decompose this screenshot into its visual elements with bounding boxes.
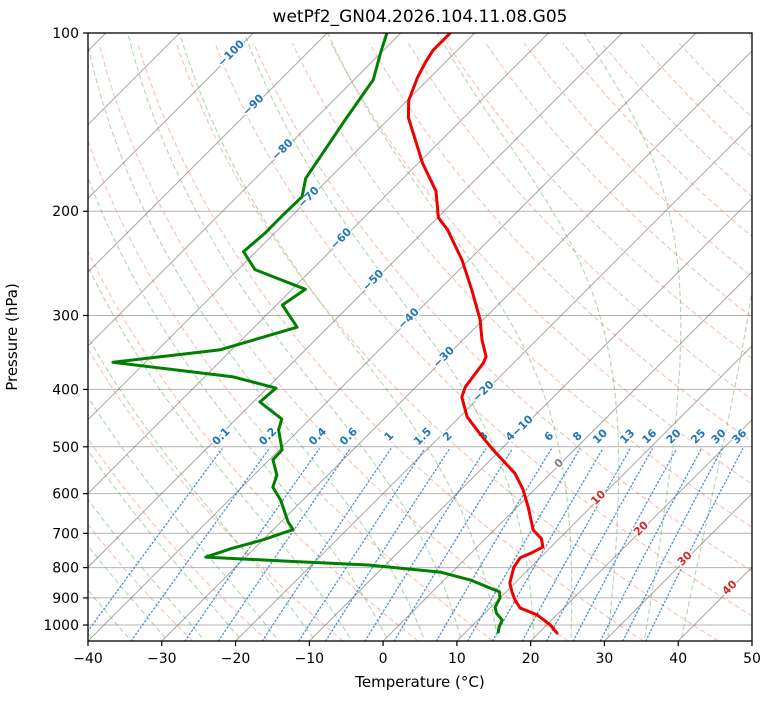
line-label: −70 <box>295 184 322 211</box>
y-tick-label: 300 <box>52 308 79 324</box>
moist-adiabats <box>88 33 752 638</box>
line-label: 0.4 <box>306 425 329 448</box>
chart-title: wetPf2_GN04.2026.104.11.08.G05 <box>273 7 568 27</box>
line-label: 16 <box>639 426 659 446</box>
x-tick-label: 30 <box>596 651 614 667</box>
line-label: 10 <box>590 426 610 446</box>
x-tick-label: −40 <box>73 651 103 667</box>
line-label: −80 <box>269 136 296 163</box>
gridlines <box>88 32 752 626</box>
y-tick-label: 100 <box>52 26 79 42</box>
y-axis-label: Pressure (hPa) <box>3 283 21 391</box>
x-axis-label: Temperature (°C) <box>354 673 484 691</box>
dewpoint-curve <box>111 33 504 634</box>
temperature-curve <box>406 33 559 635</box>
line-label: 0.6 <box>337 425 360 448</box>
line-label: −40 <box>395 305 422 332</box>
background-lines <box>88 33 752 641</box>
line-label: 30 <box>675 548 695 568</box>
x-tick-label: −30 <box>147 651 177 667</box>
y-tick-label: 1000 <box>43 618 79 634</box>
y-tick-label: 600 <box>52 487 79 503</box>
line-label: −60 <box>328 225 355 252</box>
line-label: −50 <box>360 267 387 294</box>
line-label: 6 <box>542 429 557 444</box>
axes: −40 −30 −20 −10 0 10 20 30 40 5010020030040050060… <box>43 26 761 667</box>
y-tick-label: 800 <box>52 561 79 577</box>
line-label: 1 <box>382 429 397 444</box>
dry-adiabats <box>88 42 752 641</box>
y-tick-label: 500 <box>52 440 79 456</box>
y-tick-label: 700 <box>52 526 79 542</box>
x-tick-label: 0 <box>379 651 388 667</box>
line-label: 13 <box>617 426 637 446</box>
x-tick-label: 50 <box>743 651 761 667</box>
sounding-profiles <box>111 33 559 635</box>
line-label: −20 <box>470 378 497 405</box>
line-label: 0 <box>552 456 567 471</box>
line-label: 25 <box>688 426 708 446</box>
line-label: 20 <box>631 518 651 538</box>
isotherms <box>88 33 752 641</box>
line-label: −100 <box>215 37 247 69</box>
line-label: 20 <box>664 426 684 446</box>
x-tick-label: −20 <box>221 651 251 667</box>
x-tick-label: 20 <box>522 651 540 667</box>
x-tick-label: 40 <box>669 651 687 667</box>
line-label: 40 <box>720 577 740 597</box>
y-tick-label: 900 <box>52 591 79 607</box>
y-tick-label: 200 <box>52 204 79 220</box>
line-label: −90 <box>240 91 267 118</box>
x-tick-label: 10 <box>448 651 466 667</box>
y-tick-label: 400 <box>52 382 79 398</box>
line-label: 2 <box>440 429 455 444</box>
line-label: −30 <box>430 344 457 371</box>
line-label: 36 <box>729 426 749 446</box>
x-tick-label: −10 <box>295 651 325 667</box>
